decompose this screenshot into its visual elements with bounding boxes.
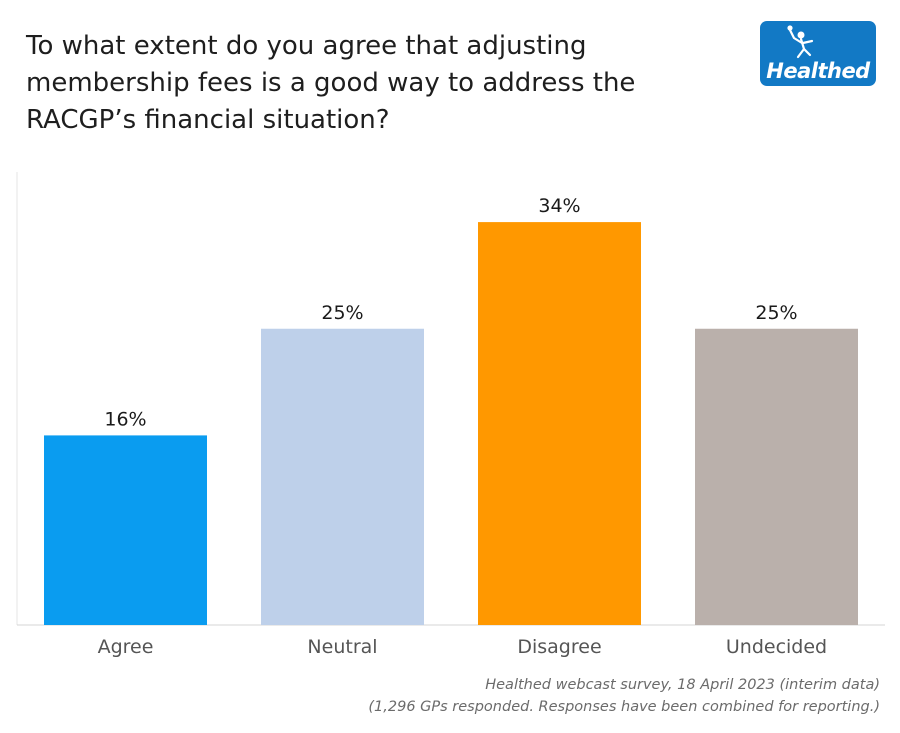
bar-agree bbox=[44, 435, 207, 625]
chart-title: To what extent do you agree that adjusti… bbox=[26, 31, 636, 135]
logo-text: Healthed bbox=[766, 59, 870, 83]
category-label-disagree: Disagree bbox=[517, 636, 601, 658]
source-line-1: Healthed webcast survey, 18 April 2023 (… bbox=[485, 677, 880, 693]
value-label-neutral: 25% bbox=[321, 302, 363, 324]
source-line-2: (1,296 GPs responded. Responses have bee… bbox=[368, 699, 880, 715]
bar-undecided bbox=[695, 328, 858, 625]
source-note: Healthed webcast survey, 18 April 2023 (… bbox=[368, 674, 880, 718]
bar-chart: 16% Agree 25% Neutral 34% Disagree 25% Undecide… bbox=[16, 172, 885, 658]
category-label-agree: Agree bbox=[98, 636, 154, 658]
value-label-disagree: 34% bbox=[538, 195, 580, 217]
bar-disagree bbox=[478, 222, 641, 625]
category-label-neutral: Neutral bbox=[307, 636, 377, 658]
healthed-logo: Healthed bbox=[760, 21, 876, 86]
figure-with-torch-icon bbox=[787, 25, 814, 59]
bar-neutral bbox=[261, 328, 424, 625]
category-label-undecided: Undecided bbox=[726, 636, 827, 658]
value-label-agree: 16% bbox=[104, 408, 146, 430]
value-label-undecided: 25% bbox=[755, 302, 797, 324]
